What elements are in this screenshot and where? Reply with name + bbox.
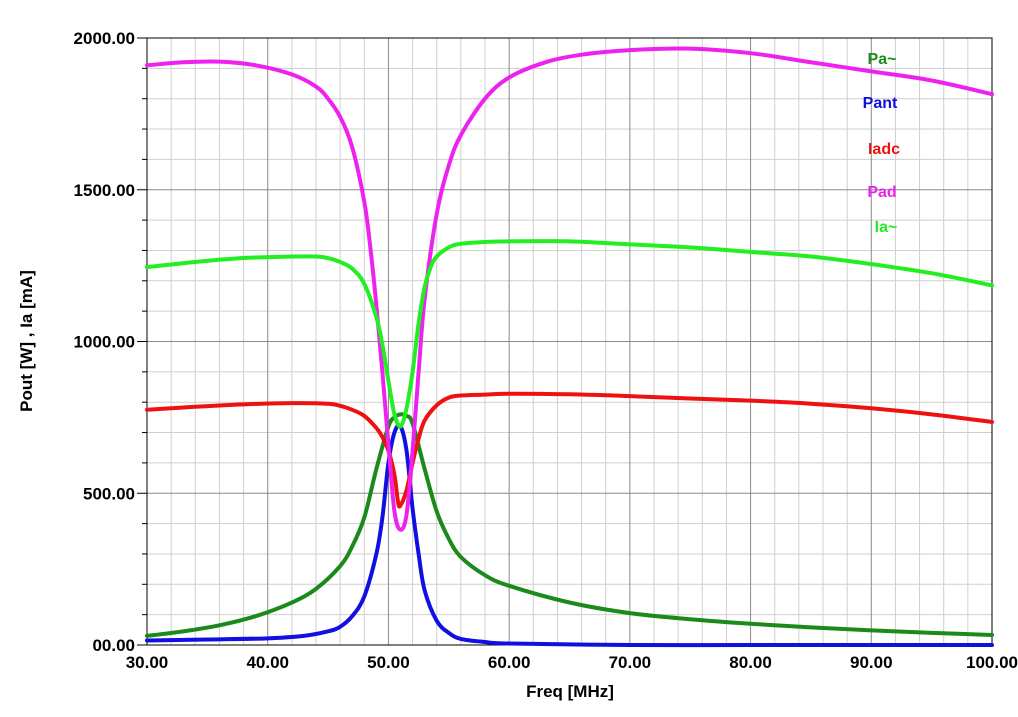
x-tick-labels: 30.00 40.00 50.00 60.00 70.00 80.00 90.00 100.0…: [126, 653, 1018, 672]
x-axis-label: Freq [MHz]: [526, 682, 614, 701]
x-tick-label: 90.00: [850, 653, 893, 672]
x-tick-label: 30.00: [126, 653, 169, 672]
y-axis-label: Pout [W] , Ia [mA]: [17, 270, 36, 412]
x-tick-label: 40.00: [246, 653, 289, 672]
y-tick-labels: 00.00 500.00 1000.00 1500.00 2000.00: [74, 29, 135, 655]
y-minor-ticks: [137, 37, 147, 646]
series-line-ia: [145, 239, 994, 429]
y-tick-label: 00.00: [92, 636, 135, 655]
series-line-pad: [145, 46, 994, 532]
legend: Pa~ Pant Iadc Pad Ia~: [863, 51, 900, 236]
legend-label-pant: Pant: [863, 95, 898, 112]
series-line-pa: [145, 412, 994, 638]
series-line-pant: [145, 423, 994, 648]
legend-label-pad: Pad: [867, 184, 896, 201]
y-tick-label: 1500.00: [74, 181, 135, 200]
x-tick-label: 100.00: [966, 653, 1018, 672]
legend-label-ia: Ia~: [875, 219, 898, 236]
x-tick-label: 60.00: [488, 653, 531, 672]
x-tick-label: 80.00: [729, 653, 772, 672]
legend-label-iadc: Iadc: [868, 141, 900, 158]
y-tick-label: 1000.00: [74, 333, 135, 352]
y-tick-label: 500.00: [83, 484, 135, 503]
x-tick-label: 50.00: [367, 653, 410, 672]
x-tick-label: 70.00: [609, 653, 652, 672]
series-lines: [145, 46, 994, 648]
legend-label-pa: Pa~: [868, 51, 897, 68]
y-tick-label: 2000.00: [74, 29, 135, 48]
